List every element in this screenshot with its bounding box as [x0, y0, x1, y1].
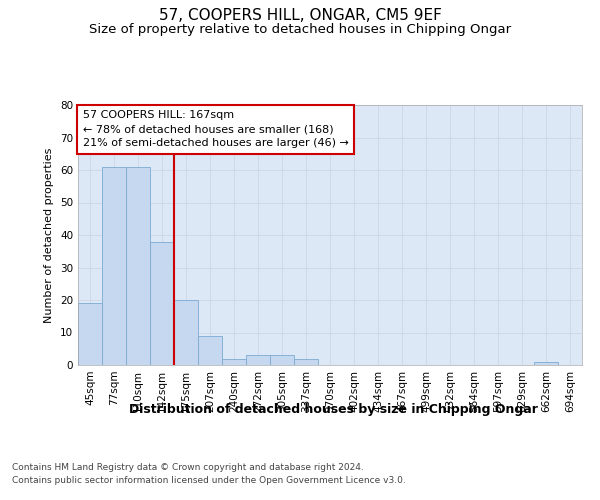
Bar [150, 242, 174, 365]
Bar [534, 362, 558, 365]
Bar [246, 355, 270, 365]
Y-axis label: Number of detached properties: Number of detached properties [44, 148, 55, 322]
Bar [102, 167, 126, 365]
Text: Contains HM Land Registry data © Crown copyright and database right 2024.: Contains HM Land Registry data © Crown c… [12, 462, 364, 471]
Bar [294, 358, 318, 365]
Bar [222, 358, 246, 365]
Bar [126, 167, 150, 365]
Text: Size of property relative to detached houses in Chipping Ongar: Size of property relative to detached ho… [89, 22, 511, 36]
Bar [270, 355, 294, 365]
Text: 57, COOPERS HILL, ONGAR, CM5 9EF: 57, COOPERS HILL, ONGAR, CM5 9EF [158, 8, 442, 22]
Text: 57 COOPERS HILL: 167sqm
← 78% of detached houses are smaller (168)
21% of semi-d: 57 COOPERS HILL: 167sqm ← 78% of detache… [83, 110, 349, 148]
Bar [174, 300, 198, 365]
Text: Distribution of detached houses by size in Chipping Ongar: Distribution of detached houses by size … [128, 402, 538, 415]
Bar [198, 336, 222, 365]
Text: Contains public sector information licensed under the Open Government Licence v3: Contains public sector information licen… [12, 476, 406, 485]
Bar [78, 303, 102, 365]
